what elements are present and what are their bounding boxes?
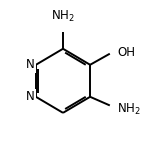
- Text: NH$_2$: NH$_2$: [117, 102, 141, 117]
- Text: N: N: [26, 90, 35, 103]
- Text: N: N: [26, 58, 35, 71]
- Text: NH$_2$: NH$_2$: [51, 9, 75, 24]
- Text: OH: OH: [117, 46, 135, 59]
